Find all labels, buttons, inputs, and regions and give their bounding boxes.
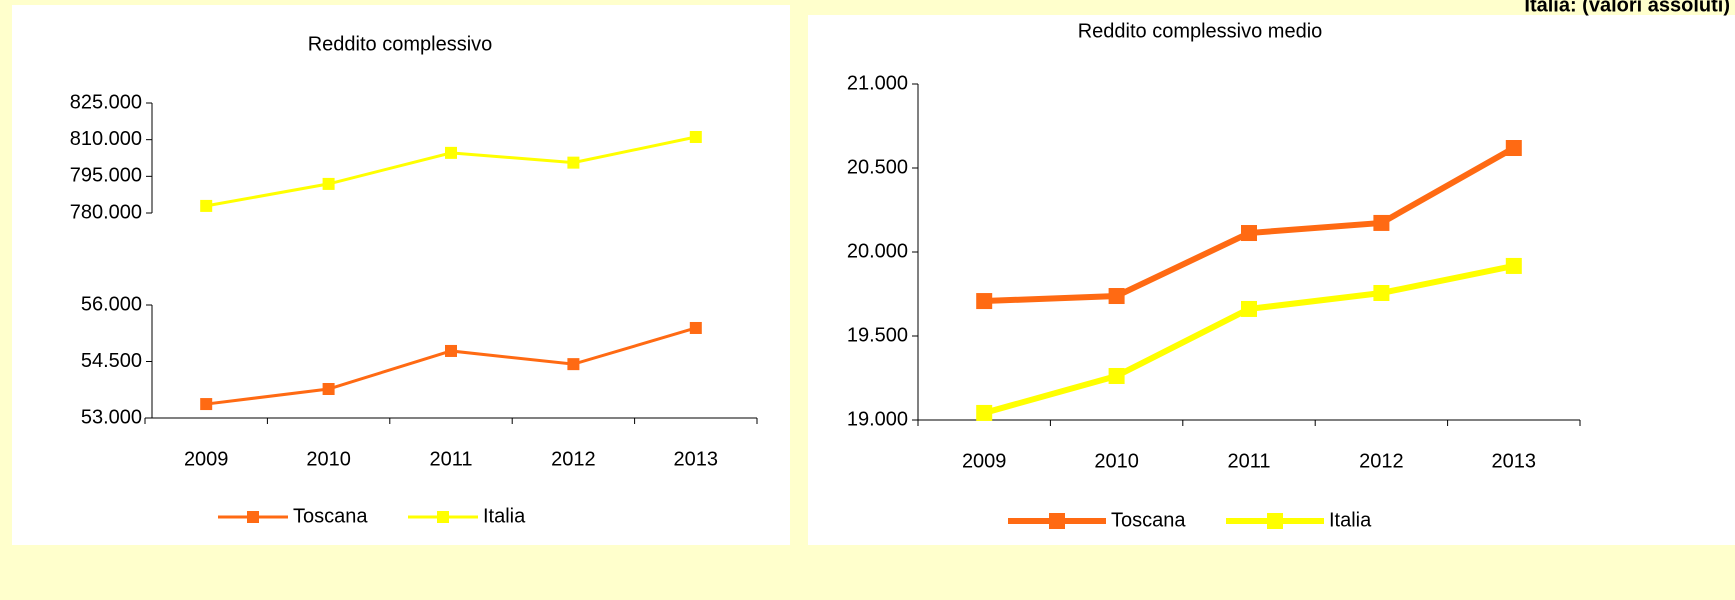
y-tick-label: 19.000 (847, 408, 908, 430)
right-panel (808, 15, 1735, 545)
y-tick-label: 780.000 (70, 201, 142, 223)
marker (1505, 257, 1522, 274)
x-tick-label: 2011 (429, 448, 472, 470)
y-tick-label: 21.000 (847, 72, 908, 94)
y-tick-label: 53.000 (81, 406, 142, 428)
marker (1241, 225, 1257, 242)
x-tick-label: 2010 (1094, 450, 1139, 472)
x-tick-label: 2010 (306, 448, 351, 470)
y-tick-label: 19.500 (847, 324, 908, 346)
y-tick-label: 20.000 (847, 240, 908, 262)
y-tick-label: 54.500 (81, 350, 142, 372)
x-tick-label: 2009 (184, 448, 229, 470)
marker (567, 156, 580, 169)
marker (200, 199, 213, 212)
y-tick-label: 825.000 (70, 91, 142, 113)
marker (976, 293, 993, 310)
y-tick-label: 20.500 (847, 156, 908, 178)
legend-marker (1267, 513, 1283, 529)
marker (200, 398, 213, 411)
x-tick-label: 2013 (1492, 450, 1537, 472)
legend-label: Italia (1329, 509, 1372, 531)
legend-marker (1049, 513, 1065, 529)
legend-label: Toscana (1111, 509, 1186, 531)
left-panel (12, 5, 790, 545)
subtitle: Italia: (valori assoluti) (1524, 0, 1730, 16)
marker (1108, 288, 1125, 305)
legend-label: Toscana (293, 505, 368, 527)
marker (1373, 284, 1390, 301)
marker (689, 130, 702, 143)
marker (1373, 214, 1390, 231)
marker (1108, 367, 1125, 384)
chart-title: Reddito complessivo (308, 33, 493, 55)
chart-title: Reddito complessivo medio (1078, 20, 1323, 42)
marker (567, 358, 580, 371)
marker (689, 321, 702, 334)
legend-label: Italia (483, 505, 526, 527)
x-tick-label: 2009 (962, 450, 1007, 472)
marker (445, 146, 457, 159)
legend-marker (437, 511, 449, 523)
x-tick-label: 2012 (1359, 450, 1404, 472)
marker (445, 344, 457, 357)
marker (1505, 140, 1522, 157)
y-tick-label: 810.000 (70, 128, 142, 150)
marker (322, 177, 335, 190)
marker (1241, 300, 1257, 317)
marker (976, 404, 993, 421)
y-tick-label: 795.000 (70, 165, 142, 187)
x-tick-label: 2013 (674, 448, 719, 470)
x-tick-label: 2011 (1227, 450, 1270, 472)
x-tick-label: 2012 (551, 448, 596, 470)
legend-marker (247, 511, 259, 523)
marker (322, 382, 335, 395)
y-tick-label: 56.000 (81, 293, 142, 315)
